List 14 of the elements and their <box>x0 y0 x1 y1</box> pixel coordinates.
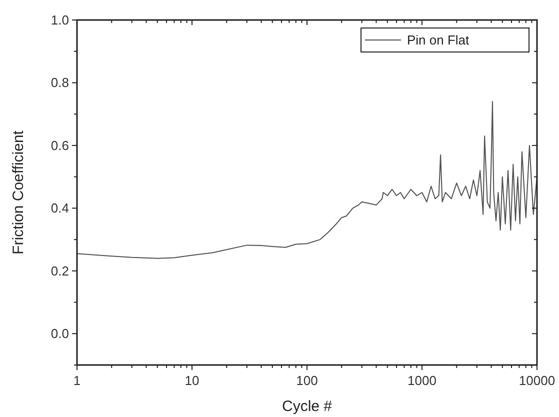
x-tick-label: 100 <box>296 373 318 388</box>
x-tick-label: 10000 <box>518 373 556 388</box>
y-tick-label: 0.2 <box>50 263 69 278</box>
y-axis-title: Friction Coefficient <box>10 130 27 254</box>
y-tick-label: 1.0 <box>50 12 69 28</box>
y-tick-label: 0.0 <box>50 326 69 342</box>
y-tick-label: 0.8 <box>50 75 69 90</box>
y-tick-label: 0.4 <box>50 200 69 216</box>
x-tick-label: 1000 <box>408 373 436 388</box>
y-tick-label: 0.6 <box>50 138 69 153</box>
x-tick-label: 10 <box>184 373 200 388</box>
legend-label: Pin on Flat <box>407 32 470 48</box>
x-axis-title: Cycle # <box>282 398 333 415</box>
x-tick-label: 1 <box>73 373 81 388</box>
